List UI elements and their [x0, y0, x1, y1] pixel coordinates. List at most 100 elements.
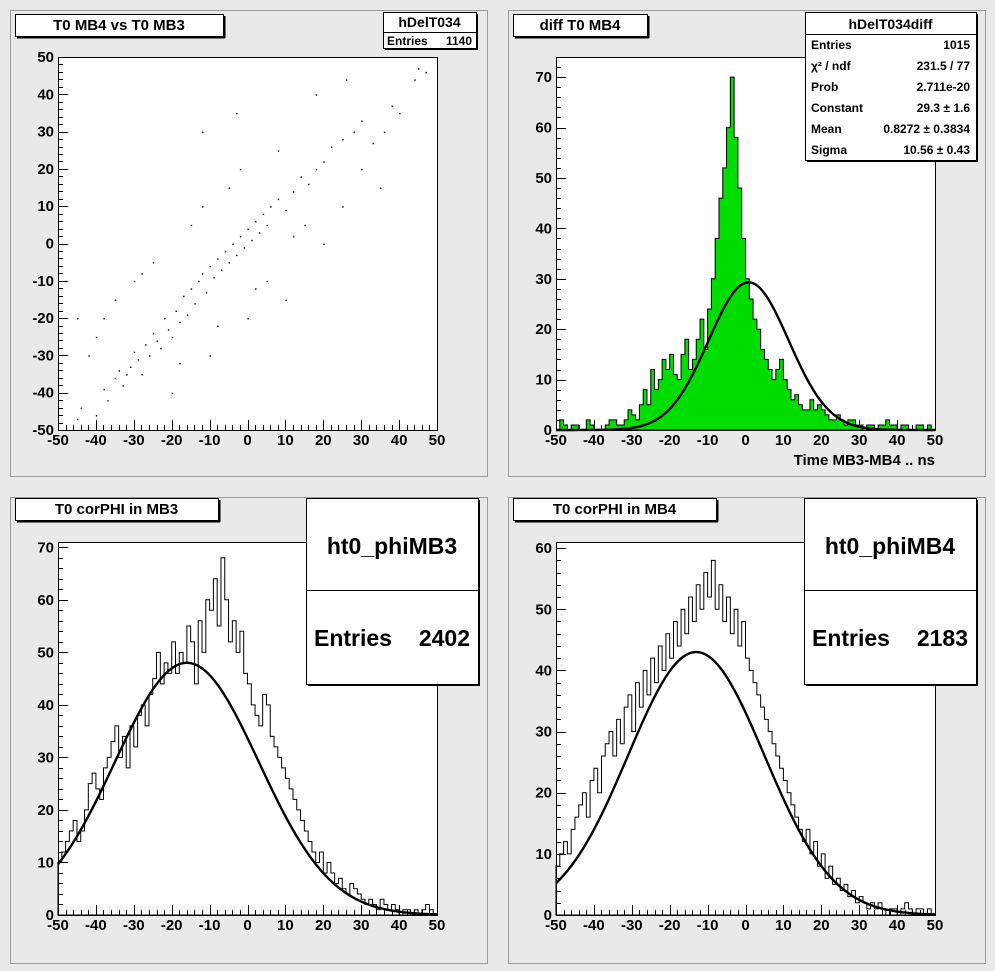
scatter-point: [251, 239, 253, 242]
scatter-point: [122, 385, 124, 387]
scatter-point: [152, 333, 155, 335]
x-tick-label: 40: [391, 432, 408, 449]
scatter-point: [258, 232, 261, 234]
scatter-point: [103, 389, 105, 391]
scatter-point: [361, 168, 363, 171]
stats-label: Entries: [811, 38, 852, 52]
y-tick-label: 10: [535, 372, 552, 389]
scatter-point: [217, 325, 219, 327]
scatter-point: [114, 377, 117, 380]
x-tick-label: 10: [775, 917, 792, 934]
stats-frame: [306, 498, 479, 685]
x-tick-label: 30: [851, 917, 868, 934]
scatter-point: [342, 206, 344, 208]
chart-title: diff T0 MB4: [540, 17, 621, 34]
scatter-point: [239, 168, 242, 171]
x-tick-label: 50: [429, 917, 446, 934]
scatter-point: [414, 79, 416, 81]
x-tick-label: -50: [47, 917, 69, 934]
y-tick-label: -30: [32, 347, 54, 364]
y-tick-label: 20: [37, 802, 54, 819]
title-box-shadow: [716, 500, 719, 522]
scatter-point: [266, 224, 268, 227]
stats-name: hDelT034diff: [848, 16, 932, 32]
stats-frame: [383, 12, 477, 49]
scatter-point: [224, 251, 227, 253]
scatter-point: [179, 321, 181, 324]
scatter-point: [137, 359, 139, 361]
scatter-point: [372, 142, 374, 145]
scatter-point: [228, 262, 230, 264]
x-tick-label: 20: [813, 432, 830, 449]
scatter-point: [323, 243, 325, 245]
stats-name: ht0_phiMB4: [825, 533, 956, 559]
scatter-point: [80, 407, 83, 409]
scatter-point: [304, 224, 306, 227]
x-tick-label: 40: [889, 917, 906, 934]
scatter-point: [255, 288, 257, 290]
scatter-point: [77, 418, 79, 421]
title-box-shadow: [218, 500, 221, 522]
scatter-point: [239, 236, 242, 238]
x-tick-label: 20: [315, 432, 332, 449]
scatter-point: [342, 139, 344, 141]
scatter-point: [285, 299, 287, 301]
x-tick-label: 40: [391, 917, 408, 934]
y-tick-label: 50: [535, 170, 552, 187]
scatter-point: [171, 336, 174, 339]
scatter-points: [65, 68, 427, 421]
y-tick-label: 20: [535, 785, 552, 802]
scatter-point: [323, 161, 325, 163]
scatter-point: [232, 243, 234, 245]
scatter-point: [247, 228, 249, 230]
y-tick-label: 0: [46, 907, 54, 924]
y-tick-label: 60: [535, 120, 552, 137]
x-tick-label: -50: [47, 432, 69, 449]
scatter-point: [103, 318, 105, 320]
scatter-point: [149, 355, 151, 357]
chart-title: T0 corPHI in MB4: [553, 501, 677, 518]
y-tick-label: -40: [32, 385, 54, 402]
scatter-point: [247, 318, 249, 320]
x-axis-label: Time MB3-MB4 .. ns: [794, 452, 935, 469]
scatter-point: [330, 146, 333, 148]
y-tick-label: 30: [535, 271, 552, 288]
stats-box: ht0_phiMB4 Entries 2183: [804, 498, 978, 686]
stats-box: hDelT034diff Entries 1015 χ² / ndf 231.5 / 7…: [805, 12, 978, 162]
scatter-point: [213, 277, 215, 279]
scatter-point: [236, 254, 238, 257]
x-tick-label: 0: [243, 432, 251, 449]
y-tick-label: -50: [32, 422, 54, 439]
x-tick-label: -30: [123, 917, 145, 934]
scatter-point: [194, 303, 196, 305]
x-tick-label: -30: [621, 432, 643, 449]
scatter-point: [236, 112, 238, 115]
y-tick-label: 30: [37, 749, 54, 766]
scatter-point: [243, 247, 246, 249]
scatter-point: [179, 362, 181, 365]
scatter-point: [202, 273, 204, 275]
pad-4: -50 -40 -30 -20 -10 0 10 20 30 40 50 0 10 20 30 40 50 60 T…: [508, 497, 986, 964]
y-tick-label: 0: [46, 236, 54, 253]
y-tick-label: 60: [37, 592, 54, 609]
stats-frame: [805, 12, 977, 161]
y-tick-label: 50: [535, 601, 552, 618]
scatter-point: [141, 374, 143, 376]
x-tick-label: -10: [697, 432, 719, 449]
y-tick-label: 50: [37, 644, 54, 661]
scatter-point: [88, 355, 90, 357]
scatter-point: [171, 392, 174, 395]
histogram-bars: [57, 557, 437, 916]
scatter-point: [293, 191, 295, 193]
stats-label: χ² / ndf: [811, 59, 852, 73]
pad-2: -50 -40 -30 -20 -10 0 10 20 30 40 50 0 10 20 30 40 50 60 7…: [508, 10, 986, 477]
scatter-point: [65, 280, 67, 283]
x-tick-label: 30: [851, 432, 868, 449]
scatter-point: [228, 187, 230, 189]
scatter-point: [77, 318, 79, 320]
stats-value: 2402: [419, 625, 470, 651]
scatter-point: [95, 336, 98, 339]
scatter-point: [145, 344, 147, 346]
y-tick-label: 40: [535, 220, 552, 237]
scatter-point: [277, 198, 280, 201]
